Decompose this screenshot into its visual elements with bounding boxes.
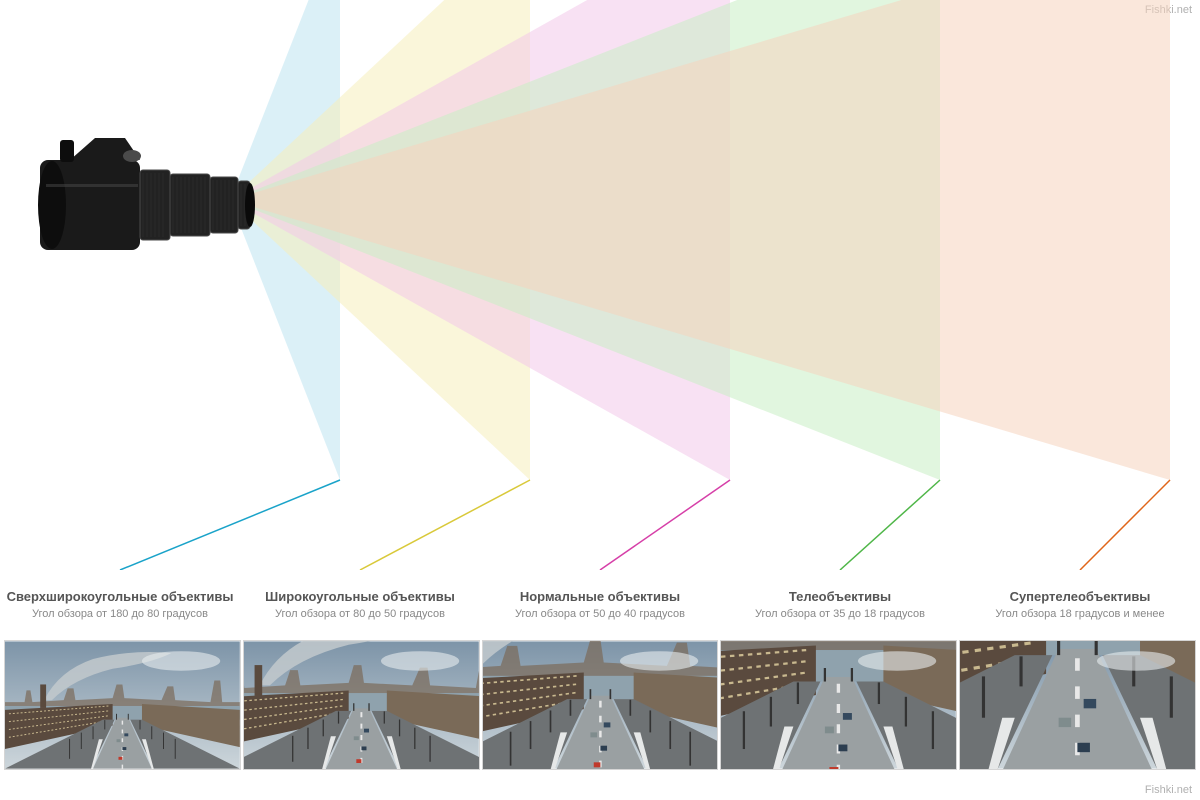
label-title: Широкоугольные объективы [246, 589, 474, 605]
label-supertele: Супертелеобъективы Угол обзора 18 градус… [960, 570, 1200, 640]
label-title: Сверхширокоугольные объективы [6, 589, 234, 605]
category-labels-row: Сверхширокоугольные объективы Угол обзор… [0, 570, 1200, 640]
photo-supertele [959, 640, 1196, 770]
label-ultrawide: Сверхширокоугольные объективы Угол обзор… [0, 570, 240, 640]
lens-fov-diagram [0, 0, 1200, 570]
label-subtitle: Угол обзора 18 градусов и менее [966, 608, 1194, 621]
sample-photos-row [4, 640, 1196, 770]
photo-normal [482, 640, 719, 770]
photo-tele [720, 640, 957, 770]
label-title: Супертелеобъективы [966, 589, 1194, 605]
label-tele: Телеобъективы Угол обзора от 35 до 18 гр… [720, 570, 960, 640]
label-subtitle: Угол обзора от 80 до 50 градусов [246, 608, 474, 621]
label-normal: Нормальные объективы Угол обзора от 50 д… [480, 570, 720, 640]
label-title: Телеобъективы [726, 589, 954, 605]
photo-ultrawide [4, 640, 241, 770]
photo-wide [243, 640, 480, 770]
label-subtitle: Угол обзора от 50 до 40 градусов [486, 608, 714, 621]
label-subtitle: Угол обзора от 35 до 18 градусов [726, 608, 954, 621]
camera-icon [38, 138, 255, 250]
label-subtitle: Угол обзора от 180 до 80 градусов [6, 608, 234, 621]
watermark-bottom: Fishki.net [1145, 784, 1192, 796]
label-title: Нормальные объективы [486, 589, 714, 605]
label-wide: Широкоугольные объективы Угол обзора от … [240, 570, 480, 640]
